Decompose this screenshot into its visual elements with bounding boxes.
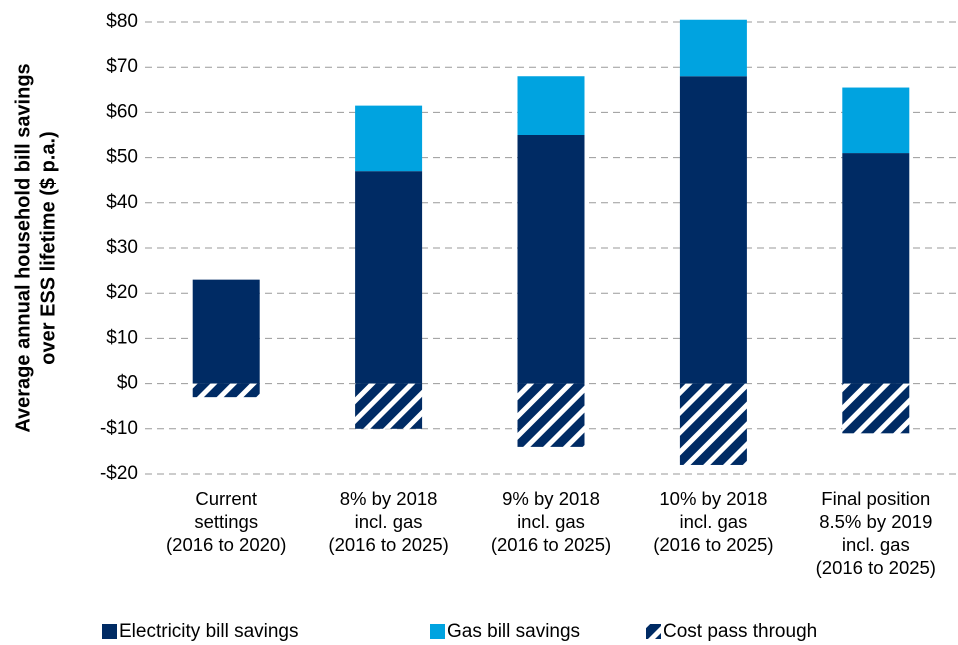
x-tick-label: Current settings (2016 to 2020) [166,488,286,555]
y-tick-label: $70 [106,56,138,77]
bar [679,383,747,465]
x-tick-label-line: (2016 to 2025) [491,534,611,555]
bar [355,383,423,429]
x-tick-label-line: 8% by 2018 [340,488,438,509]
x-tick-label: 9% by 2018 incl. gas (2016 to 2025) [491,488,611,555]
y-tick-label: $80 [106,11,138,32]
y-tick-label: $20 [106,282,138,303]
bar [842,383,910,434]
bar [842,87,910,154]
x-tick-label-line: (2016 to 2025) [816,557,936,578]
x-tick-label-line: 10% by 2018 [659,488,767,509]
x-tick-label-line: Current [195,488,257,509]
legend-label: Cost pass through [663,621,817,642]
x-tick-label-line: settings [194,511,258,532]
x-tick-label-line: Final position [821,488,930,509]
x-tick-label: 8% by 2018 incl. gas (2016 to 2025) [328,488,448,555]
y-tick-label: $30 [106,237,138,258]
bar [192,383,260,398]
x-tick-label-line: incl. gas [842,534,910,555]
bar [517,76,585,135]
legend-swatch [646,624,661,639]
y-axis-label-line: over ESS lifetime ($ p.a.) [37,131,59,364]
y-tick-label: $40 [106,192,138,213]
y-tick-label: -$10 [100,418,138,439]
bar [192,279,260,384]
x-tick-label: 10% by 2018 incl. gas (2016 to 2025) [653,488,773,555]
x-tick-label-line: (2016 to 2025) [653,534,773,555]
bar [842,153,910,384]
x-tick-label-line: incl. gas [517,511,585,532]
y-tick-label: $60 [106,101,138,122]
y-tick-label: -$20 [100,463,138,484]
x-tick-label: Final position 8.5% by 2019 incl. gas (2016… [816,488,936,578]
legend-swatch [430,624,445,639]
x-tick-label-line: incl. gas [679,511,747,532]
y-axis-label: Average annual household bill savings ov… [12,63,59,432]
bar [355,105,423,172]
x-tick-label-line: incl. gas [355,511,423,532]
y-axis-label-line: Average annual household bill savings [12,63,34,432]
y-tick-label: $50 [106,147,138,168]
y-tick-label: $0 [117,373,138,394]
x-tick-label-line: (2016 to 2025) [328,534,448,555]
x-tick-label-line: (2016 to 2020) [166,534,286,555]
legend-label: Electricity bill savings [119,621,299,642]
bar [355,171,423,384]
bar [517,135,585,384]
x-tick-label-line: 8.5% by 2019 [819,511,932,532]
legend-swatch [102,624,117,639]
bar [517,383,585,447]
y-tick-label: $10 [106,327,138,348]
bar [679,19,747,77]
legend-label: Gas bill savings [447,621,580,642]
x-tick-label-line: 9% by 2018 [502,488,600,509]
bar [679,76,747,384]
